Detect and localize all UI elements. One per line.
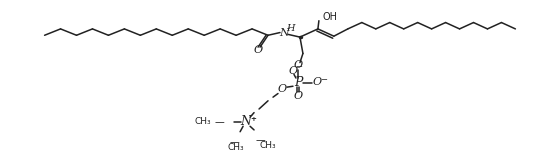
Text: −: − xyxy=(320,75,327,84)
Text: CH₃: CH₃ xyxy=(195,117,211,126)
Text: —: — xyxy=(214,117,224,127)
Text: OH: OH xyxy=(323,12,338,22)
Text: N: N xyxy=(279,28,289,39)
Text: O: O xyxy=(289,66,297,76)
Text: O: O xyxy=(294,60,302,70)
Text: P: P xyxy=(294,76,302,89)
Text: O: O xyxy=(254,45,262,55)
Text: +: + xyxy=(250,116,256,122)
Text: O: O xyxy=(312,77,321,87)
Text: N: N xyxy=(241,115,251,128)
Text: O: O xyxy=(277,84,286,94)
Text: H: H xyxy=(286,24,294,33)
Text: —: — xyxy=(229,137,239,147)
Text: O: O xyxy=(294,91,302,101)
Text: −: − xyxy=(295,62,302,71)
Text: —: — xyxy=(255,135,265,145)
Text: CH₃: CH₃ xyxy=(228,143,245,151)
Text: CH₃: CH₃ xyxy=(260,141,276,150)
